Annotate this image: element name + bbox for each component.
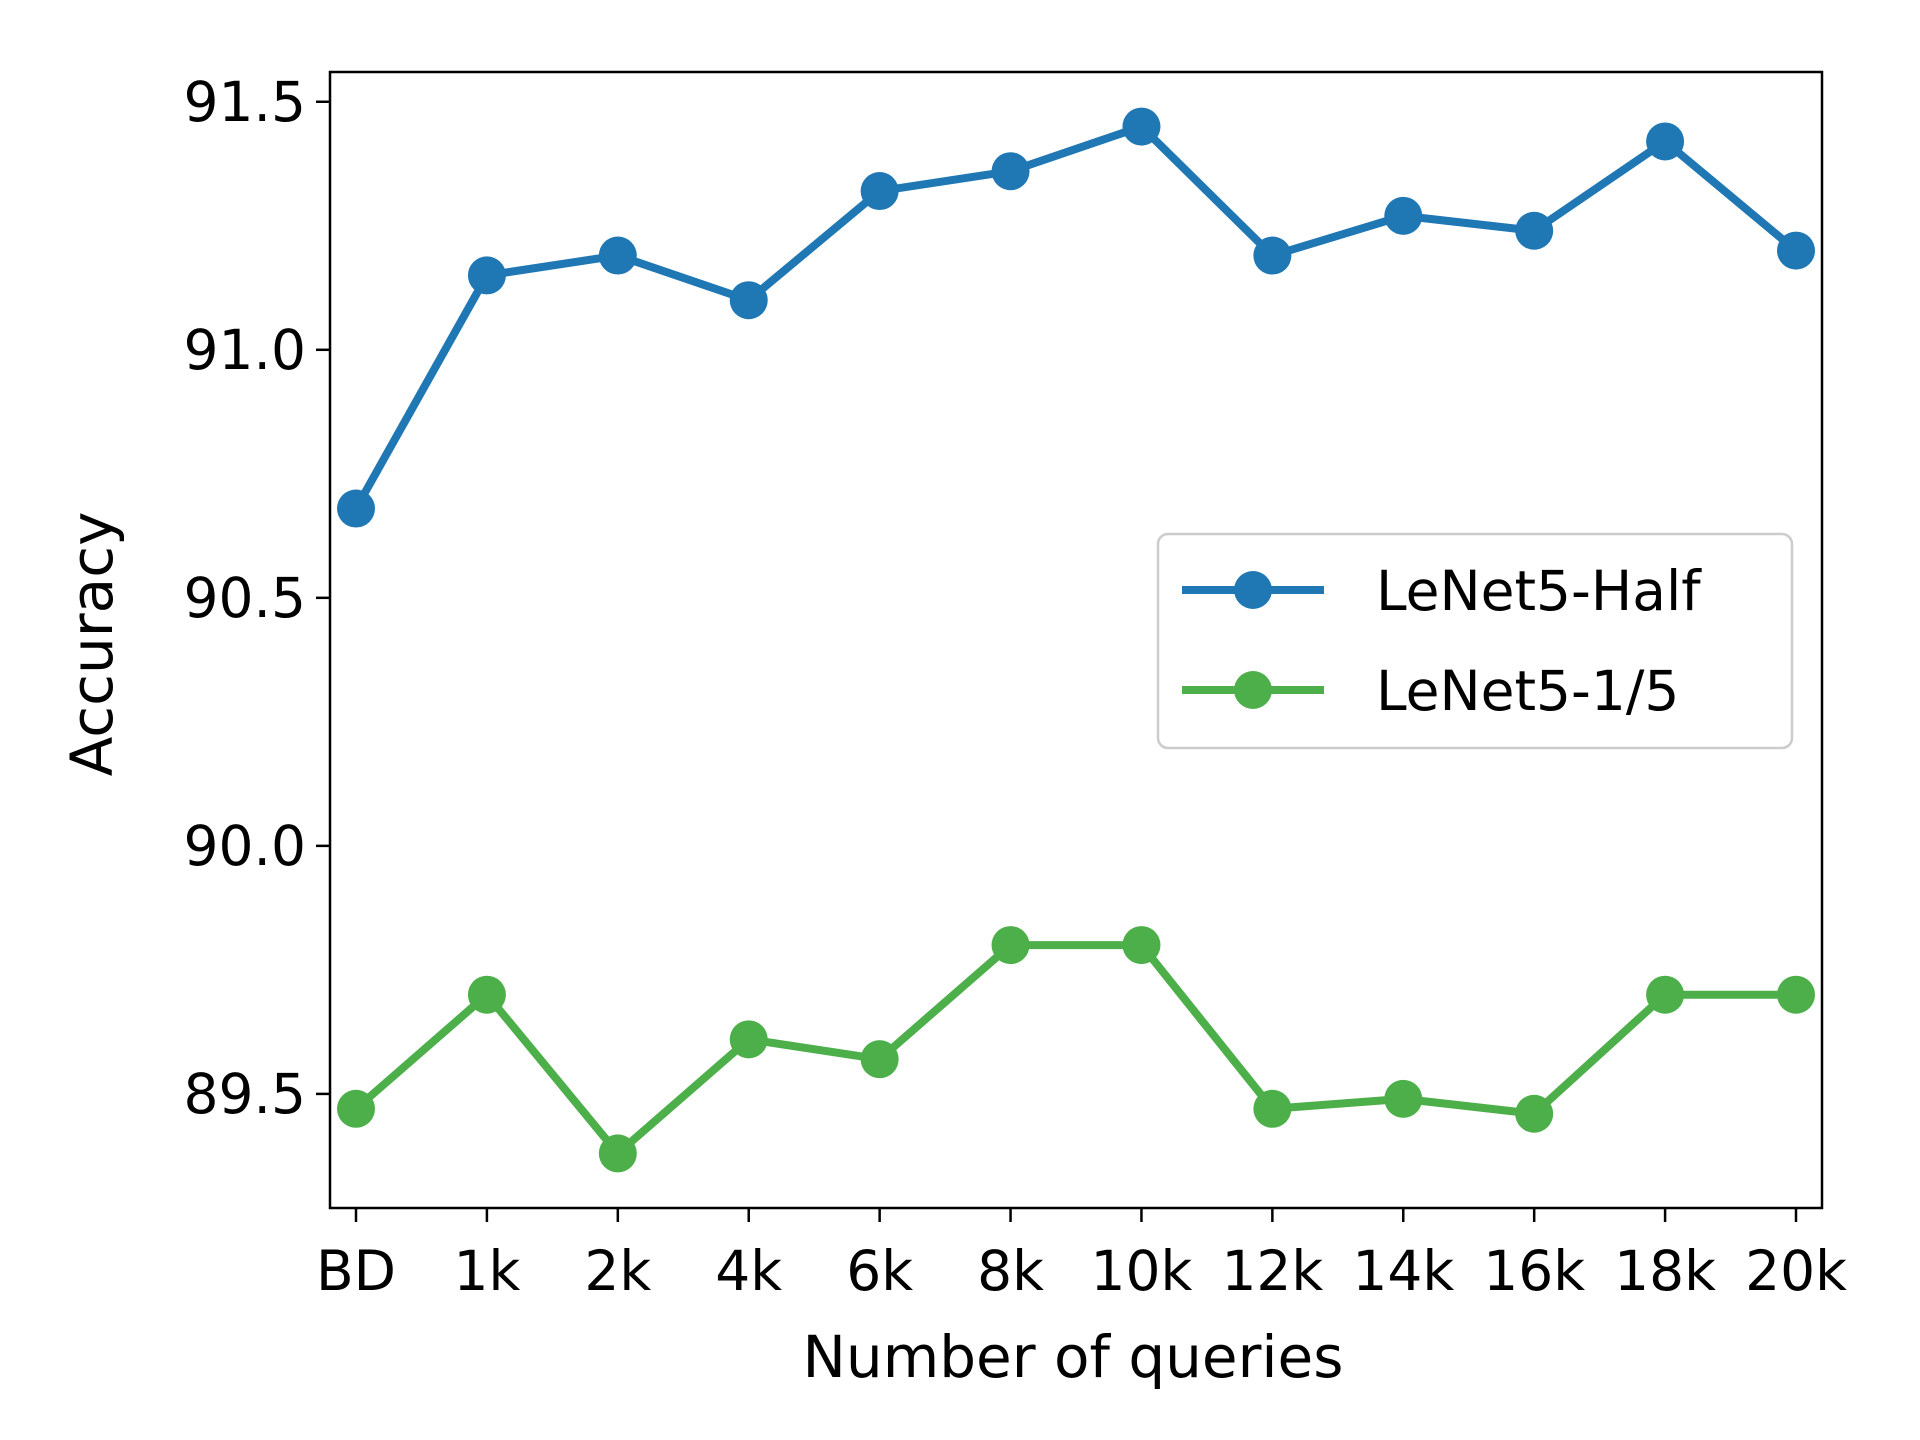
plot-area: 89.5 90.0 90.5 91.0 91.5 BD 1k 2k 4k 6k 8k 10k 12k 14…: [184, 70, 1848, 1303]
legend-label: LeNet5-1/5: [1376, 659, 1679, 723]
y-tick-label: 91.0: [184, 318, 306, 382]
x-tick-label: 14k: [1352, 1239, 1454, 1303]
series-line: [352, 122, 1800, 513]
data-point: [729, 281, 768, 320]
y-tick-label: 90.5: [184, 566, 306, 630]
x-tick-label: 8k: [977, 1239, 1044, 1303]
data-point: [467, 256, 506, 295]
data-point: [729, 1020, 768, 1059]
series-line: [352, 941, 1800, 1158]
data-point: [1515, 211, 1554, 250]
x-tick-label: 6k: [846, 1239, 913, 1303]
y-tick-label: 91.5: [184, 70, 306, 134]
x-tick-label: 4k: [715, 1239, 782, 1303]
data-point: [1777, 231, 1815, 270]
data-point: [467, 975, 506, 1014]
x-tick-label: 12k: [1221, 1239, 1323, 1303]
data-point: [1122, 107, 1161, 146]
x-tick-label: 20k: [1745, 1239, 1847, 1303]
x-tick-label: 2k: [584, 1239, 651, 1303]
data-point: [1384, 196, 1423, 235]
data-point: [1384, 1079, 1423, 1118]
data-point: [337, 489, 375, 528]
y-tick-label: 90.0: [184, 814, 306, 878]
x-tick-label: 10k: [1091, 1239, 1193, 1303]
data-point: [1122, 926, 1161, 965]
data-point: [860, 1040, 899, 1079]
y-tick-label: 89.5: [184, 1062, 306, 1126]
data-point: [991, 152, 1030, 191]
data-point: [1777, 975, 1815, 1014]
data-point: [337, 1089, 375, 1128]
data-point: [598, 236, 637, 275]
x-axis-title: Number of queries: [803, 1323, 1344, 1391]
legend-marker: [1234, 671, 1272, 709]
legend-label: LeNet5-Half: [1376, 559, 1702, 623]
legend: LeNet5-Half LeNet5-1/5: [1156, 532, 1794, 750]
plot-frame: [328, 70, 1824, 1210]
x-tick-label: 18k: [1614, 1239, 1716, 1303]
data-point: [1253, 236, 1292, 275]
legend-marker: [1234, 571, 1272, 609]
data-point: [860, 172, 899, 211]
data-point: [1253, 1089, 1292, 1128]
data-point: [1646, 122, 1685, 161]
data-point: [1646, 975, 1685, 1014]
data-point: [991, 926, 1030, 965]
y-axis-title: Accuracy: [58, 512, 126, 777]
data-point: [598, 1134, 637, 1173]
data-point: [1515, 1094, 1554, 1133]
x-tick-label: BD: [316, 1239, 396, 1303]
x-tick-label: 1k: [453, 1239, 520, 1303]
x-tick-label: 16k: [1483, 1239, 1585, 1303]
